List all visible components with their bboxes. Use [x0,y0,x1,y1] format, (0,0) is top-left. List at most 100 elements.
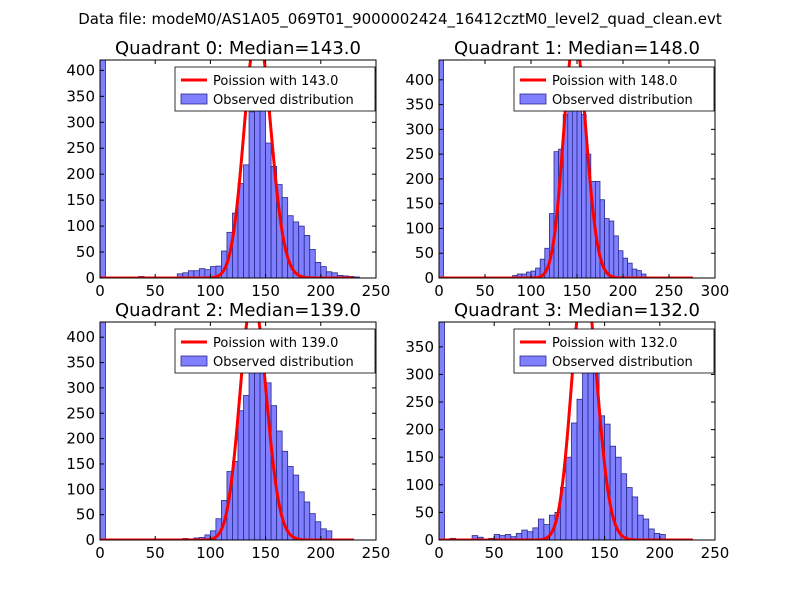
histogram-bar [537,518,545,540]
histogram-bar [608,220,615,278]
x-tick-label: 250 [362,544,391,562]
y-tick-label: 0 [85,531,95,549]
histogram-bar [641,273,647,278]
histogram-bar [631,496,639,540]
y-tick-label: 50 [76,506,95,524]
histogram-bar [298,491,305,540]
x-tick-label: 250 [701,544,730,562]
legend-label: Poission with 143.0 [213,74,338,89]
x-tick-label: 200 [306,544,335,562]
histogram-bar [567,89,573,278]
x-tick-label: 150 [563,282,592,300]
histogram-bar [292,474,300,540]
x-tick-label: 250 [362,282,391,300]
y-tick-label: 200 [66,165,95,183]
histogram-bar [565,456,572,540]
y-tick-label: 150 [405,448,434,466]
histogram-bar [320,266,327,278]
x-tick-label: 150 [251,544,280,562]
y-tick-label: 300 [66,379,95,397]
legend-bar-swatch [519,355,547,367]
y-tick-label: 200 [405,421,434,439]
histogram-bar [248,111,255,278]
legend-box [174,66,376,112]
histogram-bar [576,101,582,278]
legend-label: Observed distribution [213,355,354,370]
x-tick-label: 50 [485,544,504,562]
legend: Poission with 143.0 Observed distribution [174,66,376,112]
y-tick-label: 400 [405,71,434,89]
histogram-bar [298,225,305,278]
y-tick-label: 100 [405,476,434,494]
y-tick-label: 400 [66,328,95,346]
axes-frame [438,321,716,541]
histogram-bar [243,164,250,278]
legend-bar-swatch [180,93,208,105]
y-tick-label: 50 [415,503,434,521]
x-tick-label: 200 [609,282,638,300]
x-tick-label: 0 [434,544,444,562]
x-tick-label: 100 [196,282,225,300]
histogram-bar [314,521,322,540]
legend: Poission with 132.0 Observed distribution [513,328,715,374]
histogram-bar [287,466,294,540]
subplot-title: Quadrant 1: Median=148.0 [454,38,700,59]
subplot-3: 0 50 100 150 200 250 0 50 100 150 200 250 300 350 Quad… [405,300,730,562]
y-tick-label: 250 [66,139,95,157]
y-tick-label: 150 [66,191,95,209]
x-tick-label: 300 [701,282,730,300]
axes-frame [99,59,377,279]
y-tick-label: 300 [405,120,434,138]
axes-frame [99,321,377,541]
histogram-bar [532,527,539,540]
y-tick-label: 100 [405,219,434,237]
histogram-bar [309,249,316,278]
x-tick-label: 0 [95,282,105,300]
subplots: 0 50 100 150 200 250 0 50 100 150 200 250 300 350 400 Q… [66,38,730,562]
histogram-bar [571,422,578,540]
subplot-1: 0 50 100 150 200 250 300 0 50 100 150 200 250 300 350 4… [405,38,729,300]
subplot-title: Quadrant 2: Median=139.0 [115,300,361,321]
subplot-0: 0 50 100 150 200 250 0 50 100 150 200 250 300 350 400 Q… [66,38,391,300]
histogram-bar [622,257,628,278]
x-tick-label: 100 [535,544,564,562]
legend-box [513,66,715,112]
y-tick-label: 0 [85,269,95,287]
legend-box [513,328,715,374]
x-tick-label: 200 [645,544,674,562]
histogram-bar [248,352,255,540]
subplot-title: Quadrant 0: Median=143.0 [115,38,361,59]
histogram-bar [439,322,445,540]
y-tick-label: 100 [66,217,95,235]
legend-label: Poission with 148.0 [552,74,677,89]
histogram-bar [620,473,628,540]
y-tick-label: 150 [405,195,434,213]
histogram-bar [314,262,322,278]
y-tick-label: 0 [424,269,434,287]
y-tick-label: 300 [66,113,95,131]
legend-label: Poission with 132.0 [552,336,677,351]
legend: Poission with 148.0 Observed distribution [513,66,715,112]
y-tick-label: 250 [405,145,434,163]
subplot-2: 0 50 100 150 200 250 0 50 100 150 200 250 300 350 400 Q… [66,300,391,562]
legend-bar-swatch [180,355,208,367]
histogram-bar [243,395,250,540]
histogram-bar [648,528,655,540]
x-tick-label: 150 [590,544,619,562]
legend-box [174,328,376,374]
histogram-bar [618,250,624,278]
x-tick-label: 250 [655,282,684,300]
histogram-bar [303,235,311,278]
histogram-bar [627,262,633,278]
y-tick-label: 50 [76,243,95,261]
y-tick-label: 200 [405,170,434,188]
x-tick-label: 100 [196,544,225,562]
plot-area [439,322,694,540]
suptitle: Data file: modeM0/AS1A05_069T01_90000024… [78,10,722,29]
y-tick-label: 250 [405,393,434,411]
y-tick-label: 350 [405,96,434,114]
y-tick-label: 100 [66,480,95,498]
histogram-bar [626,487,633,540]
histogram-bar [320,528,327,540]
